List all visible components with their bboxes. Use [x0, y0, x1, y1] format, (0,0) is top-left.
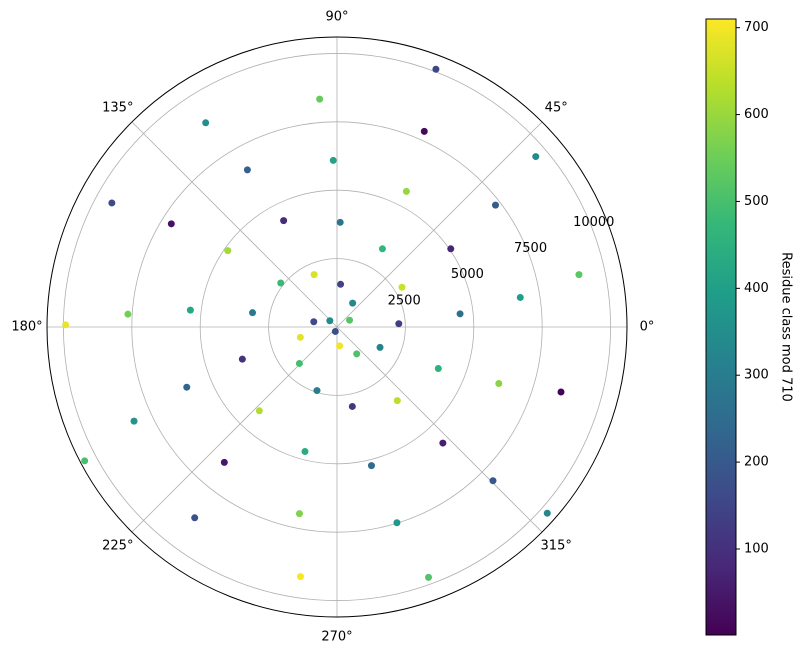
- point: [447, 245, 455, 253]
- point: [402, 187, 410, 195]
- point: [183, 383, 191, 391]
- grid: [47, 37, 627, 617]
- point: [238, 355, 246, 363]
- point: [575, 271, 583, 279]
- point: [191, 514, 199, 522]
- grid-spoke: [336, 121, 543, 328]
- theta-tick-label: 315°: [541, 539, 572, 554]
- point: [491, 201, 499, 209]
- grid-spoke: [131, 326, 338, 533]
- point: [326, 317, 334, 325]
- polar-frame: [46, 36, 628, 618]
- point: [489, 477, 497, 485]
- point: [439, 439, 447, 447]
- point: [378, 245, 386, 253]
- point: [337, 280, 345, 288]
- point: [353, 350, 361, 358]
- theta-tick-label: 225°: [102, 539, 133, 554]
- point: [255, 407, 263, 415]
- point: [348, 402, 356, 410]
- point: [186, 306, 194, 314]
- point: [367, 462, 375, 470]
- point: [420, 127, 428, 135]
- point: [329, 156, 337, 164]
- points: [62, 65, 583, 581]
- point: [202, 119, 210, 127]
- point: [516, 293, 524, 301]
- theta-tick-label: 270°: [321, 630, 352, 645]
- point: [395, 320, 403, 328]
- colorbar-label: Residue class mod 710: [779, 252, 794, 402]
- r-tick-label: 2500: [388, 293, 421, 308]
- point: [434, 365, 442, 373]
- colorbar-tick-label: 700: [744, 20, 769, 35]
- r-tick-label: 7500: [514, 241, 547, 256]
- point: [108, 199, 116, 207]
- theta-tick-label: 90°: [325, 10, 348, 25]
- colorbar-tick-label: 100: [744, 541, 769, 556]
- point: [532, 153, 540, 161]
- point: [280, 217, 288, 225]
- theta-tick-label: 135°: [102, 100, 133, 115]
- point: [398, 283, 406, 291]
- colorbar-tick-label: 600: [744, 107, 769, 122]
- point: [296, 333, 304, 341]
- r-tick-label: 5000: [451, 267, 484, 282]
- point: [249, 309, 257, 317]
- point: [331, 327, 339, 335]
- point: [310, 318, 318, 326]
- point: [557, 388, 565, 396]
- point: [220, 458, 228, 466]
- theta-tick-label: 45°: [545, 100, 568, 115]
- colorbar: [705, 18, 737, 636]
- grid-spoke: [131, 121, 338, 328]
- theta-tick-label: 0°: [640, 320, 655, 335]
- point: [243, 166, 251, 174]
- point: [316, 95, 324, 103]
- colorbar-tick-label: 300: [744, 368, 769, 383]
- point: [393, 519, 401, 527]
- grid-spoke: [336, 326, 543, 533]
- point: [349, 299, 357, 307]
- point: [224, 247, 232, 255]
- point: [346, 316, 354, 324]
- point: [393, 397, 401, 405]
- point: [62, 321, 70, 329]
- point: [167, 220, 175, 228]
- colorbar-tick-label: 200: [744, 455, 769, 470]
- point: [425, 573, 433, 581]
- axes: 2500 5000 7500 10000 0° 45° 90° 135° 180° 225° 270…: [11, 10, 654, 645]
- point: [296, 573, 304, 581]
- point: [313, 387, 321, 395]
- point: [495, 379, 503, 387]
- theta-tick-label: 180°: [11, 320, 42, 335]
- point: [277, 279, 285, 287]
- point: [456, 310, 464, 318]
- r-tick-label: 10000: [573, 215, 614, 230]
- point: [124, 310, 132, 318]
- point: [295, 510, 303, 518]
- point: [301, 447, 309, 455]
- point: [295, 359, 303, 367]
- colorbar-tick-label: 400: [744, 281, 769, 296]
- point: [432, 65, 440, 73]
- point: [336, 342, 344, 350]
- point: [310, 271, 318, 279]
- point: [336, 218, 344, 226]
- point: [130, 417, 138, 425]
- point: [543, 509, 551, 517]
- colorbar-tick-label: 500: [744, 194, 769, 209]
- point: [81, 457, 89, 465]
- point: [376, 343, 384, 351]
